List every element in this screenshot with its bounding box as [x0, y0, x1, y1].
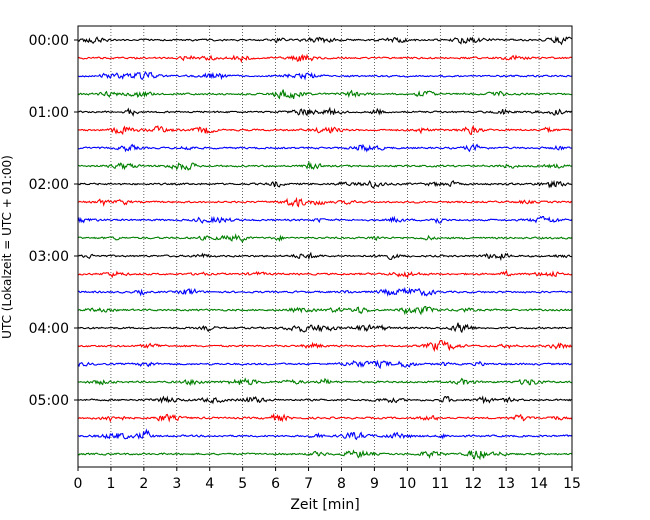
plot-frame: [77, 25, 573, 468]
x-tick-label: 7: [304, 476, 313, 492]
x-tick-label: 15: [563, 476, 581, 492]
x-axis-ticks: 0 1 2 3 4 5 6 7 8 9 10 11 12 13 14 15: [74, 467, 581, 492]
trace-0430: [77, 359, 572, 370]
trace-0200: [77, 179, 573, 189]
trace-0215: [78, 196, 573, 208]
x-tick-label: 13: [497, 476, 515, 492]
plot-background: [78, 26, 572, 467]
trace-0130: [77, 143, 573, 153]
x-tick-label: 8: [337, 476, 346, 492]
trace-0415: [77, 339, 573, 353]
trace-0315: [77, 269, 573, 279]
y-tick-label: 00:00: [29, 33, 69, 49]
y-tick-label: 03:00: [29, 249, 69, 265]
trace-0345: [77, 305, 573, 316]
x-tick-label: 1: [106, 476, 115, 492]
trace-0300: [77, 251, 573, 262]
trace-0245: [77, 233, 573, 244]
trace-0030: [77, 70, 573, 81]
trace-0045: [77, 89, 573, 100]
trace-0500: [77, 395, 573, 405]
x-tick-label: 6: [271, 476, 280, 492]
trace-0545: [77, 449, 573, 461]
x-tick-label: 3: [172, 476, 181, 492]
x-tick-label: 2: [139, 476, 148, 492]
trace-0230: [77, 215, 573, 225]
y-axis-label: UTC (Lokalzeit = UTC + 01:00): [0, 155, 14, 339]
seismic-traces: [77, 35, 573, 461]
x-tick-label: 5: [238, 476, 247, 492]
x-axis-label: Zeit [min]: [290, 497, 359, 513]
trace-0530: [78, 428, 573, 441]
x-tick-label: 0: [74, 476, 83, 492]
y-tick-label: 01:00: [29, 105, 69, 121]
trace-0145: [78, 160, 573, 171]
x-tick-label: 14: [530, 476, 548, 492]
trace-0115: [77, 124, 573, 136]
trace-0400: [77, 322, 573, 334]
x-tick-label: 10: [398, 476, 416, 492]
trace-0000: [77, 35, 573, 46]
y-tick-label: 04:00: [29, 321, 69, 337]
trace-0330: [77, 286, 573, 297]
trace-0515: [77, 412, 573, 423]
x-tick-label: 9: [370, 476, 379, 492]
x-tick-label: 12: [464, 476, 482, 492]
trace-0015: [77, 53, 573, 64]
x-tick-label: 4: [205, 476, 214, 492]
trace-0100: [78, 106, 573, 117]
x-tick-label: 11: [431, 476, 449, 492]
y-axis-ticks: 00:00 01:00 02:00 03:00 04:00 05:00: [29, 33, 78, 409]
y-tick-label: 05:00: [29, 393, 69, 409]
y-tick-label: 02:00: [29, 177, 69, 193]
trace-0445: [77, 377, 573, 387]
